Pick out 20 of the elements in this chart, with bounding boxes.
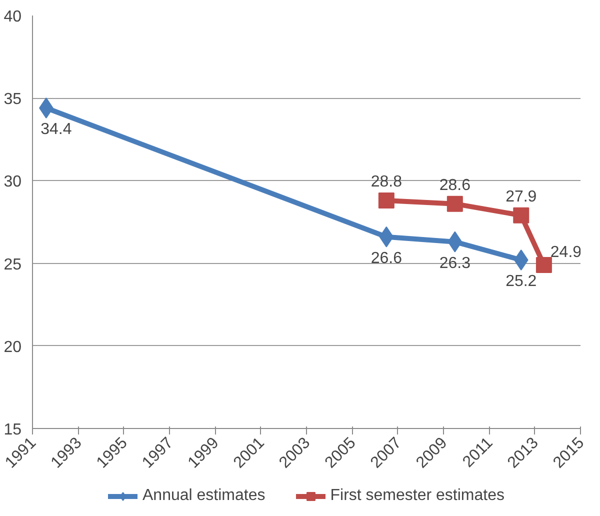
- y-tick-label: 25: [4, 256, 22, 274]
- legend-label: First semester estimates: [330, 487, 504, 505]
- data-label: 28.6: [439, 176, 471, 194]
- data-label: 26.3: [439, 254, 471, 272]
- point: [513, 207, 530, 224]
- data-label: 28.8: [370, 174, 402, 191]
- data-label: 24.9: [550, 244, 582, 261]
- point: [536, 256, 552, 273]
- y-tick-label: 35: [4, 91, 22, 108]
- point: [378, 192, 394, 209]
- legend-label: Annual estimates: [142, 487, 266, 505]
- y-tick-label: 40: [4, 8, 22, 26]
- point: [446, 196, 463, 212]
- data-label: 27.9: [506, 188, 537, 206]
- y-tick-label: 15: [4, 422, 22, 438]
- y-tick-label: 20: [4, 338, 22, 356]
- y-tick-label: 30: [4, 174, 22, 191]
- data-label: 25.2: [506, 272, 537, 290]
- data-label: 26.6: [370, 250, 402, 267]
- data-label: 34.4: [40, 121, 72, 138]
